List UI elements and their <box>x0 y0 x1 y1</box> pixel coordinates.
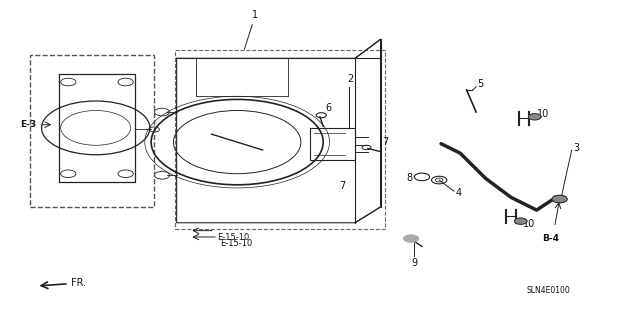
Text: 7: 7 <box>383 137 388 147</box>
Text: 3: 3 <box>573 144 579 153</box>
Circle shape <box>529 114 541 120</box>
Circle shape <box>515 218 527 224</box>
Text: 2: 2 <box>348 74 354 84</box>
Circle shape <box>552 195 567 203</box>
Text: 1: 1 <box>252 10 258 20</box>
Text: 7: 7 <box>339 182 346 191</box>
Text: E-3: E-3 <box>20 120 36 129</box>
Text: 9: 9 <box>412 257 417 268</box>
Text: 4: 4 <box>455 188 461 198</box>
Text: 5: 5 <box>477 79 484 89</box>
Text: FR.: FR. <box>41 278 86 288</box>
Text: E-15-10: E-15-10 <box>220 239 252 248</box>
Text: 8: 8 <box>406 174 412 183</box>
Circle shape <box>403 235 419 242</box>
Text: 10: 10 <box>537 109 549 119</box>
Text: 10: 10 <box>523 219 535 229</box>
Text: B-4: B-4 <box>542 234 559 243</box>
Text: SLN4E0100: SLN4E0100 <box>526 286 570 295</box>
Text: E-15-10: E-15-10 <box>217 233 249 242</box>
Text: 6: 6 <box>325 103 332 113</box>
